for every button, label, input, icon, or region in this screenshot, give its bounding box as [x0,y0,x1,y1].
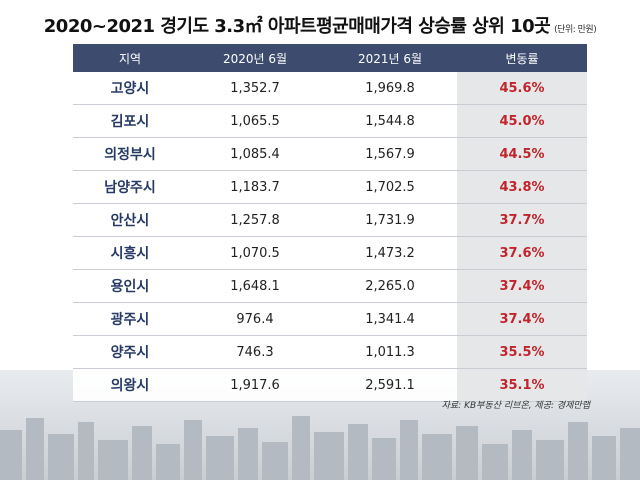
table-row: 용인시 1,648.1 2,265.0 37.4% [73,269,587,303]
table-row: 의왕시 1,917.6 2,591.1 35.1% [73,368,587,402]
table-row: 양주시 746.3 1,011.3 35.5% [73,335,587,369]
skyline-image [0,416,640,480]
header-region: 지역 [73,44,187,72]
price-2021-cell: 1,969.8 [323,72,457,105]
title-text: 2020~2021 경기도 3.3㎡ 아파트평균매매가격 상승률 상위 10곳 [43,16,551,37]
table-header: 지역 2020년 6월 2021년 6월 변동률 [73,44,587,72]
rate-cell: 45.6% [457,72,587,105]
price-2021-cell: 1,567.9 [323,137,457,171]
rate-cell: 37.6% [457,236,587,270]
header-rate: 변동률 [457,44,587,72]
price-2021-cell: 1,702.5 [323,170,457,204]
region-cell: 의왕시 [73,368,187,402]
region-cell: 용인시 [73,269,187,303]
table-body: 고양시 1,352.7 1,969.8 45.6% 김포시 1,065.5 1,544.8 4… [73,72,587,402]
chart-title: 2020~2021 경기도 3.3㎡ 아파트평균매매가격 상승률 상위 10곳(… [0,12,640,38]
region-cell: 고양시 [73,72,187,105]
price-2021-cell: 2,265.0 [323,269,457,303]
price-2021-cell: 1,544.8 [323,104,457,138]
unit-label: (단위: 만원) [554,25,597,35]
rate-cell: 37.7% [457,203,587,237]
price-2020-cell: 1,352.7 [187,72,323,105]
table-row: 남양주시 1,183.7 1,702.5 43.8% [73,170,587,204]
price-2021-cell: 1,011.3 [323,335,457,369]
table-row: 시흥시 1,070.5 1,473.2 37.6% [73,236,587,270]
price-2020-cell: 1,065.5 [187,104,323,138]
region-cell: 남양주시 [73,170,187,204]
region-cell: 시흥시 [73,236,187,270]
price-2021-cell: 1,473.2 [323,236,457,270]
price-2020-cell: 1,070.5 [187,236,323,270]
price-2020-cell: 1,917.6 [187,368,323,402]
region-cell: 광주시 [73,302,187,336]
price-2020-cell: 1,183.7 [187,170,323,204]
price-table: 지역 2020년 6월 2021년 6월 변동률 고양시 1,352.7 1,969… [73,44,587,402]
header-2021: 2021년 6월 [323,44,457,72]
price-2020-cell: 1,257.8 [187,203,323,237]
price-2020-cell: 746.3 [187,335,323,369]
region-cell: 안산시 [73,203,187,237]
header-2020: 2020년 6월 [187,44,323,72]
table-row: 의정부시 1,085.4 1,567.9 44.5% [73,137,587,171]
price-2021-cell: 2,591.1 [323,368,457,402]
rate-cell: 35.5% [457,335,587,369]
table-row: 고양시 1,352.7 1,969.8 45.6% [73,72,587,105]
rate-cell: 43.8% [457,170,587,204]
price-2020-cell: 1,085.4 [187,137,323,171]
header-row: 지역 2020년 6월 2021년 6월 변동률 [73,44,587,72]
region-cell: 김포시 [73,104,187,138]
rate-cell: 37.4% [457,269,587,303]
rate-cell: 45.0% [457,104,587,138]
region-cell: 의정부시 [73,137,187,171]
rate-cell: 44.5% [457,137,587,171]
price-2021-cell: 1,341.4 [323,302,457,336]
price-2020-cell: 976.4 [187,302,323,336]
region-cell: 양주시 [73,335,187,369]
price-2021-cell: 1,731.9 [323,203,457,237]
table-row: 광주시 976.4 1,341.4 37.4% [73,302,587,336]
source-note: 자료: KB부동산 리브온, 제공: 경제만랩 [441,401,590,411]
rate-cell: 37.4% [457,302,587,336]
table-row: 김포시 1,065.5 1,544.8 45.0% [73,104,587,138]
rate-cell: 35.1% [457,368,587,402]
table-row: 안산시 1,257.8 1,731.9 37.7% [73,203,587,237]
price-2020-cell: 1,648.1 [187,269,323,303]
